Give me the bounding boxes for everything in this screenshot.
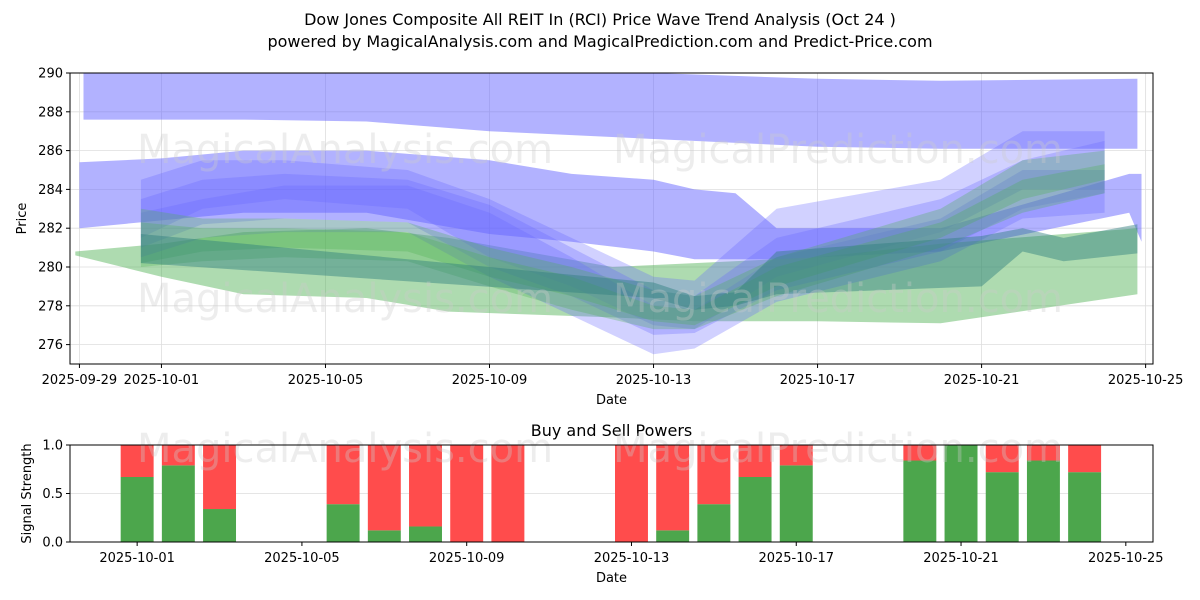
price-y-tick-label: 290 (38, 67, 63, 82)
wave-blue-1 (140, 131, 1105, 330)
sell-bar (779, 445, 813, 466)
buy-bar (409, 526, 442, 542)
lower-green-band (75, 228, 1138, 324)
watermark-text: MagicalPrediction.com (613, 426, 1063, 472)
buy-bar (120, 477, 154, 542)
signal-y-axis-label: Signal Strength (20, 443, 35, 543)
price-x-tick-label: 2025-09-29 (42, 373, 118, 388)
buy-bar (656, 530, 690, 542)
signal-y-tick-label: 0.5 (42, 487, 63, 502)
watermark-text: MagicalAnalysis.com (137, 276, 553, 322)
buy-bar (697, 504, 731, 542)
signal-x-axis-label: Date (596, 571, 627, 586)
buy-bar (779, 465, 813, 542)
teal-band (140, 224, 1138, 310)
buy-bar (161, 465, 195, 542)
price-axis-ticks: 2025-09-29 2025-10-01 2025-10-05 2025-10-09… (38, 67, 1183, 389)
signal-x-tick-label: 2025-10-13 (594, 551, 670, 566)
price-y-tick-label: 288 (38, 105, 63, 120)
sell-bar (203, 445, 237, 510)
buy-bar (1026, 460, 1060, 542)
sell-bar (326, 445, 360, 505)
signal-x-tick-label: 2025-10-25 (1088, 551, 1164, 566)
price-y-tick-label: 276 (38, 338, 63, 353)
wave-green-2 (140, 164, 1105, 330)
signal-axis-ticks: 0.0 0.5 1.0 2025-10-01 2025-10-05 2025-10-09 2… (42, 439, 1163, 567)
price-x-tick-label: 2025-10-17 (780, 373, 856, 388)
price-y-tick-label: 282 (38, 222, 63, 237)
upper-blue-band (83, 73, 1138, 149)
buy-bar (1068, 472, 1102, 542)
price-x-tick-label: 2025-10-13 (616, 373, 692, 388)
signal-x-tick-label: 2025-10-21 (923, 551, 999, 566)
price-y-tick-label: 280 (38, 261, 63, 276)
buy-bar (944, 445, 978, 542)
price-x-axis-label: Date (596, 393, 627, 408)
middle-blue-band (79, 150, 1142, 260)
watermark-text: MagicalPrediction.com (613, 276, 1063, 322)
signal-x-tick-label: 2025-10-05 (264, 551, 340, 566)
price-bands (75, 73, 1142, 355)
sell-bar (738, 445, 772, 478)
signal-y-tick-label: 1.0 (42, 439, 63, 454)
price-y-tick-label: 286 (38, 144, 63, 159)
price-watermarks: MagicalAnalysis.com MagicalPrediction.com… (137, 127, 1063, 322)
sell-bar (656, 445, 690, 531)
watermark-text: MagicalAnalysis.com (137, 127, 553, 173)
signal-chart-title: Buy and Sell Powers (531, 421, 693, 440)
price-x-tick-label: 2025-10-09 (452, 373, 528, 388)
sell-bar (903, 445, 937, 461)
sell-bar (161, 445, 195, 466)
signal-x-tick-label: 2025-10-09 (429, 551, 505, 566)
sell-bar (1026, 445, 1060, 461)
buy-bar (203, 509, 237, 542)
price-y-tick-label: 278 (38, 299, 63, 314)
sell-bar (450, 445, 484, 542)
buy-bar (903, 460, 937, 542)
buy-bar (326, 504, 360, 542)
price-plot-frame (69, 72, 1154, 365)
wave-green-1 (140, 150, 1105, 326)
wave-blue-2 (140, 140, 1105, 335)
chart-title: Dow Jones Composite All REIT In (RCI) Pr… (304, 10, 896, 29)
buy-bar (367, 530, 401, 542)
price-x-tick-label: 2025-10-21 (944, 373, 1020, 388)
buy-bar (985, 472, 1019, 542)
signal-watermarks: MagicalAnalysis.com MagicalPrediction.com (137, 426, 1063, 472)
wave-blue-3 (140, 170, 1105, 355)
signal-bars (120, 445, 1102, 542)
sell-bar (409, 445, 442, 527)
price-x-tick-label: 2025-10-05 (288, 373, 364, 388)
watermark-text: MagicalAnalysis.com (137, 426, 553, 472)
buy-bar (738, 477, 772, 542)
price-x-tick-label: 2025-10-01 (124, 373, 200, 388)
signal-y-tick-label: 0.0 (42, 536, 63, 551)
sell-bar (491, 445, 525, 542)
sell-bar (120, 445, 154, 478)
sell-bar (697, 445, 731, 505)
signal-x-tick-label: 2025-10-17 (758, 551, 834, 566)
sell-bar (1068, 445, 1102, 473)
watermark-text: MagicalPrediction.com (613, 127, 1063, 173)
sell-bar (615, 445, 648, 542)
sell-bar (367, 445, 401, 531)
price-x-tick-label: 2025-10-25 (1108, 373, 1184, 388)
chart-subtitle: powered by MagicalAnalysis.com and Magic… (267, 32, 933, 51)
price-y-tick-label: 284 (38, 183, 63, 198)
signal-x-tick-label: 2025-10-01 (99, 551, 175, 566)
sell-bar (985, 445, 1019, 473)
price-y-axis-label: Price (15, 203, 30, 235)
